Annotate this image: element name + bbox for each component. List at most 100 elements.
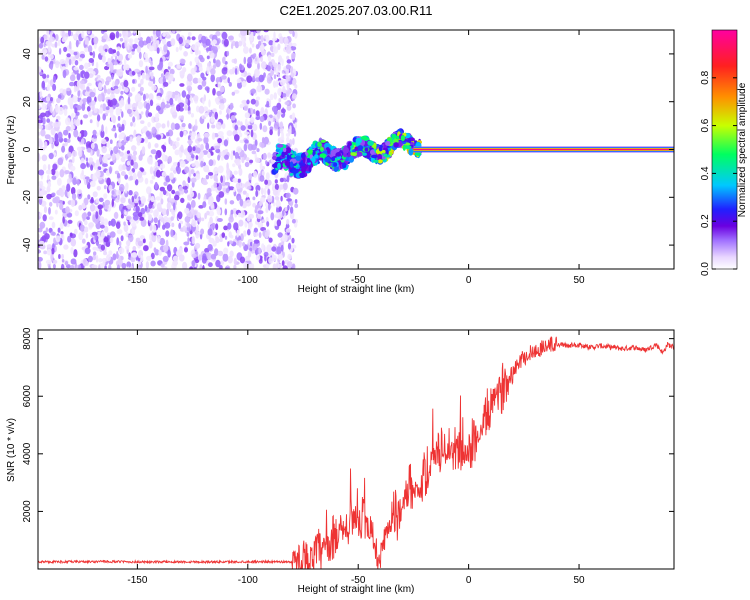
spectrogram-noise-cell	[69, 264, 75, 269]
spectrogram-transition-cell	[281, 151, 285, 158]
spectrogram-noise-cell	[286, 175, 290, 183]
spectrogram-noise-cell	[279, 36, 285, 44]
spectrogram-noise-cell	[210, 238, 214, 244]
spectrogram-noise-cell	[84, 220, 88, 226]
spectrogram-noise-cell	[159, 163, 166, 169]
spectrogram-noise-cell	[183, 241, 190, 246]
spectrogram-noise-cell	[162, 171, 167, 177]
spectrogram-noise-cell	[38, 131, 41, 136]
spectrogram-noise-cell	[66, 178, 71, 185]
spectrogram-noise-cell	[148, 202, 153, 209]
spectrogram-noise-cell	[292, 187, 299, 195]
spectrogram-noise-cell	[244, 219, 248, 228]
spectrogram-noise-cell	[133, 214, 139, 221]
spectrogram-noise-cell	[146, 36, 151, 45]
spectrogram-noise-cell	[126, 204, 132, 210]
spectrogram-noise-cell	[47, 164, 51, 171]
spectrogram-noise-cell	[221, 232, 226, 238]
spectrogram-noise-cell	[126, 261, 132, 268]
spectrogram-image	[38, 30, 674, 269]
spectrogram-noise-cell	[256, 148, 260, 153]
spectrogram-noise-cell	[132, 172, 137, 181]
spectrogram-noise-cell	[206, 87, 210, 94]
spectrogram-noise-cell	[292, 103, 296, 109]
snr-panel: -150 -100 -50 0 50 2000 4000 6000 8000 Height of…	[6, 327, 675, 595]
spectrogram-noise-cell	[260, 49, 266, 56]
spectrogram-noise-cell	[187, 32, 192, 37]
spectrogram-noise-cell	[59, 59, 66, 65]
spectrogram-noise-cell	[249, 116, 255, 123]
spectrogram-noise-cell	[292, 263, 296, 269]
spectrogram-noise-cell	[38, 42, 44, 49]
spectrogram-noise-cell	[188, 87, 191, 96]
spectrogram-noise-cell	[76, 189, 83, 195]
spectrogram-noise-cell	[148, 192, 152, 201]
spectrogram-noise-cell	[46, 249, 52, 256]
spectrogram-noise-cell	[181, 122, 186, 128]
spectrogram-noise-cell	[233, 89, 240, 94]
spectrogram-noise-cell	[171, 222, 175, 228]
spectrogram-transition-cell	[276, 144, 284, 148]
spectrogram-noise-cell	[50, 105, 53, 114]
spectrogram-axes: -150 -100 -50 0 50 -40 -20 0 20 40	[22, 30, 674, 286]
spectrogram-noise-cell	[133, 161, 139, 170]
spectrogram-noise-cell	[92, 129, 97, 136]
spectrogram-noise-cell	[280, 195, 283, 202]
spectrogram-noise-cell	[78, 133, 82, 138]
spectrogram-noise-cell	[182, 180, 186, 187]
spectrogram-noise-cell	[227, 255, 233, 264]
spectrogram-noise-cell	[140, 78, 144, 85]
spectrogram-noise-cell	[273, 108, 278, 115]
spectrogram-noise-cell	[215, 30, 221, 37]
spectrogram-transition-cell	[370, 149, 375, 155]
spectrogram-noise-cell	[186, 152, 191, 161]
colorbar-tick-label: 0.2	[700, 214, 711, 228]
spectrogram-noise-cell	[204, 212, 208, 220]
spectrogram-noise-cell	[44, 233, 50, 240]
spectrogram-noise-cell	[75, 39, 79, 48]
spectrogram-noise-cell	[137, 170, 143, 179]
spectrogram-noise-cell	[209, 216, 214, 225]
spectrogram-noise-cell	[155, 134, 162, 139]
spectrogram-noise-cell	[275, 69, 279, 76]
spectrogram-noise-cell	[248, 173, 252, 181]
spectrogram-noise-cell	[294, 203, 299, 208]
spectrogram-noise-cell	[184, 207, 190, 214]
spectrogram-noise-cell	[38, 240, 45, 246]
spectrogram-noise-cell	[138, 51, 142, 60]
spectrogram-noise-cell	[88, 110, 93, 117]
spectrogram-noise-cell	[56, 97, 61, 104]
spectrogram-noise-cell	[260, 56, 263, 62]
spectrogram-noise-cell	[268, 237, 273, 243]
spectrogram-noise-cell	[266, 244, 272, 253]
spectrogram-noise-cell	[83, 130, 87, 138]
spectrogram-noise-cell	[138, 252, 141, 259]
spectrogram-noise-cell	[90, 180, 96, 187]
spectrogram-noise-cell	[276, 102, 282, 111]
spectrogram-noise-cell	[117, 194, 120, 200]
spectrogram-noise-cell	[251, 43, 255, 48]
spectrogram-noise-cell	[236, 120, 242, 126]
spectrogram-noise-cell	[244, 139, 249, 144]
spectrogram-noise-cell	[245, 157, 250, 162]
spectrogram-noise-cell	[48, 207, 51, 215]
spectrogram-noise-cell	[90, 164, 94, 171]
spectrogram-noise-cell	[155, 196, 161, 201]
spectrogram-noise-cell	[38, 104, 41, 110]
spectrogram-noise-cell	[44, 134, 51, 140]
spectrogram-noise-cell	[286, 82, 290, 90]
spectrogram-noise-cell	[53, 121, 60, 128]
spectrogram-noise-cell	[229, 200, 235, 205]
spectrogram-noise-cell	[138, 200, 142, 205]
spectrogram-noise-cell	[50, 63, 53, 70]
spectrogram-noise-cell	[226, 113, 229, 120]
spectrogram-noise-cell	[149, 166, 154, 175]
spectrogram-noise-cell	[164, 222, 171, 229]
spectrogram-noise-cell	[39, 212, 43, 218]
spectrogram-transition-cell	[410, 137, 414, 142]
spectrogram-noise-cell	[66, 53, 71, 58]
spectrogram-noise-cell	[226, 167, 231, 176]
spectrogram-noise-cell	[60, 263, 65, 269]
spectrogram-noise-cell	[58, 254, 61, 259]
spectrogram-noise-cell	[256, 215, 262, 219]
